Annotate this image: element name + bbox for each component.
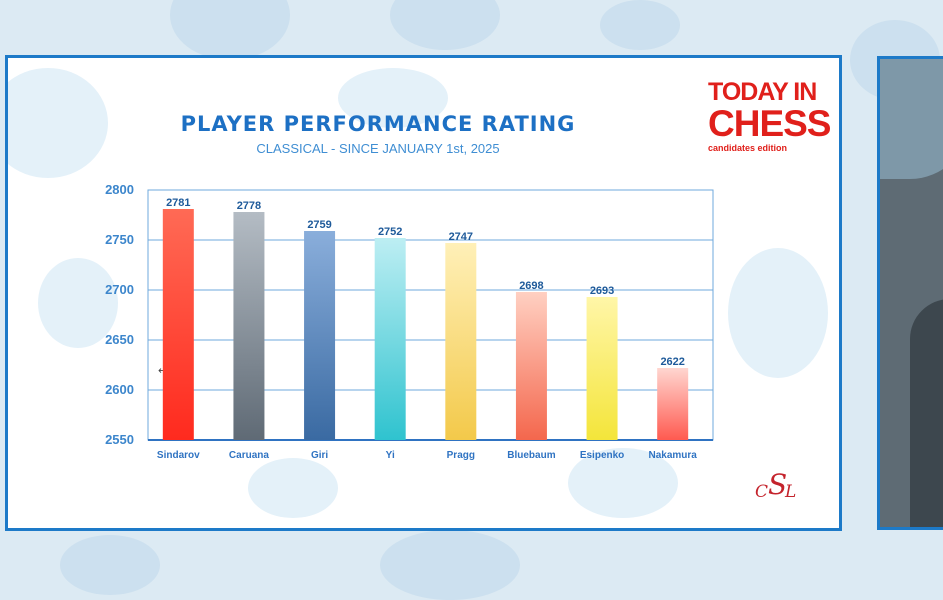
background-blob: [600, 0, 680, 50]
today-in-chess-logo: TODAY IN CHESS candidates edition: [708, 78, 831, 154]
plot-frame: [147, 189, 714, 441]
x-tick-label-yi: Yi: [386, 450, 395, 461]
x-tick-label-giri: Giri: [311, 450, 328, 461]
x-tick-label-pragg: Pragg: [447, 450, 475, 461]
data-label-nakamura: 2622: [660, 356, 684, 368]
grid-lines: [147, 189, 714, 441]
x-tick-label-nakamura: Nakamura: [649, 450, 698, 461]
y-tick-label: 2700: [105, 282, 134, 297]
x-tick-label-bluebaum: Bluebaum: [507, 450, 555, 461]
chart-slide: PLAYER PERFORMANCE RATING CLASSICAL - SI…: [5, 55, 842, 531]
data-label-pragg: 2747: [449, 231, 473, 243]
chart-title: PLAYER PERFORMANCE RATING: [180, 112, 576, 136]
background-blob: [60, 535, 160, 595]
logo-line-3: candidates edition: [708, 143, 788, 153]
club-logo: C S L: [755, 468, 797, 502]
bar-pragg: [445, 243, 477, 440]
labels: 2550 2600 2650 2700 2750 2800 2781 Sindarov 2778…: [105, 182, 697, 461]
data-label-esipenko: 2693: [590, 285, 614, 297]
data-label-giri: 2759: [307, 219, 331, 231]
x-tick-label-esipenko: Esipenko: [580, 450, 624, 461]
slide-background-blob: [338, 68, 448, 128]
camera-feed-background: [880, 59, 943, 179]
y-tick-label: 2550: [105, 432, 134, 447]
background-blob: [170, 0, 290, 60]
camera-feed-person: [910, 299, 943, 527]
y-tick-label: 2600: [105, 382, 134, 397]
logo-line-2: CHESS: [708, 103, 831, 144]
slide-background-blob: [568, 448, 678, 518]
bars: [162, 209, 689, 440]
bar-caruana: [233, 212, 265, 440]
bar-sindarov: [162, 209, 194, 440]
bar-giri: [304, 231, 336, 440]
bar-esipenko: [586, 297, 618, 440]
slide-background-blob: [728, 248, 828, 378]
y-tick-label: 2650: [105, 332, 134, 347]
data-label-bluebaum: 2698: [519, 280, 543, 292]
slide-background-blob: [8, 68, 108, 178]
background-blob: [390, 0, 500, 50]
data-label-sindarov: 2781: [166, 197, 190, 209]
data-label-yi: 2752: [378, 226, 402, 238]
x-tick-label-sindarov: Sindarov: [157, 450, 200, 461]
x-tick-label-caruana: Caruana: [229, 450, 269, 461]
data-label-caruana: 2778: [237, 200, 261, 212]
slide-background-blob: [38, 258, 118, 348]
bar-yi: [374, 238, 406, 440]
background-blob: [380, 530, 520, 600]
bar-bluebaum: [515, 292, 547, 440]
slide-background-blob: [248, 458, 338, 518]
y-tick-label: 2800: [105, 182, 134, 197]
bar-chart: 2550 2600 2650 2700 2750 2800 2781 Sindarov 2778…: [105, 182, 714, 461]
camera-feed-panel: [877, 56, 943, 530]
logo-line-1: TODAY IN: [708, 78, 817, 106]
y-tick-label: 2750: [105, 232, 134, 247]
chart-subtitle: CLASSICAL - SINCE JANUARY 1st, 2025: [256, 141, 500, 156]
bar-nakamura: [657, 368, 689, 440]
arrow-cursor-icon: ←: [158, 364, 168, 377]
